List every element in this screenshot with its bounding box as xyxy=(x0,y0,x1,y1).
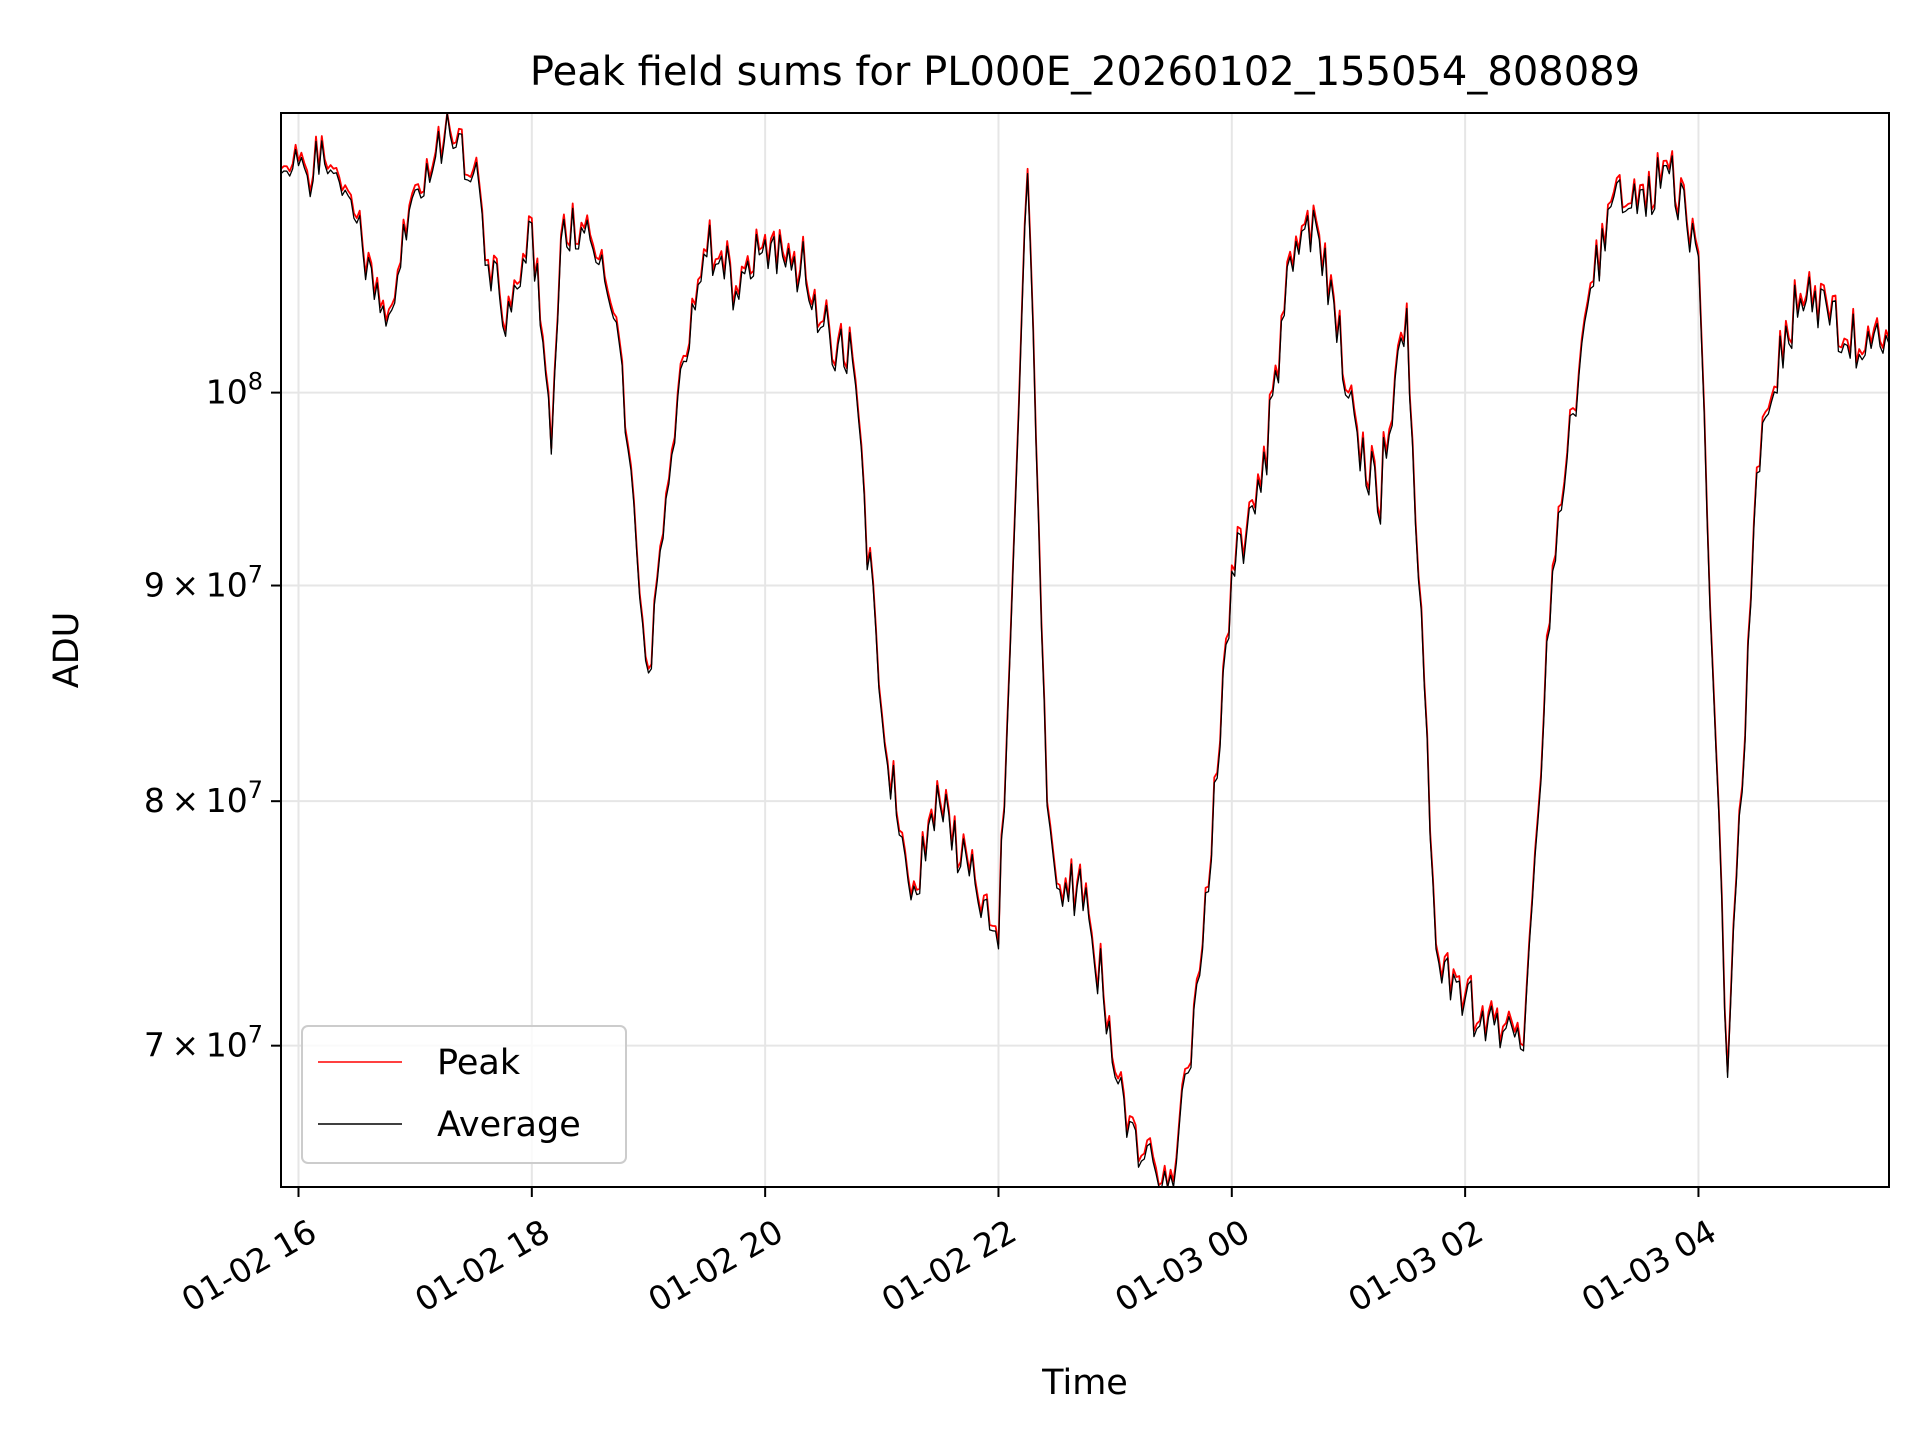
plot-frame xyxy=(280,112,1890,1188)
chart-title: Peak field sums for PL000E_20260102_1550… xyxy=(530,49,1640,95)
legend-label-average: Average xyxy=(437,1105,581,1145)
y-tick-label: 9 × 107 xyxy=(144,561,263,605)
y-tick-label: 8 × 107 xyxy=(144,776,263,820)
x-axis-label: Time xyxy=(1041,1363,1128,1403)
series-layer xyxy=(280,112,1890,1188)
average-series-line xyxy=(280,112,1890,1188)
y-axis-ticks: 7 × 107 8 × 107 9 × 107 108 xyxy=(144,368,281,1065)
legend-box xyxy=(301,1025,627,1164)
legend: Peak Average xyxy=(301,1025,627,1164)
legend-label-peak: Peak xyxy=(437,1043,521,1083)
y-tick-label: 108 xyxy=(206,368,263,412)
y-axis-label: ADU xyxy=(47,612,87,689)
y-tick-label: 7 × 107 xyxy=(144,1021,263,1065)
